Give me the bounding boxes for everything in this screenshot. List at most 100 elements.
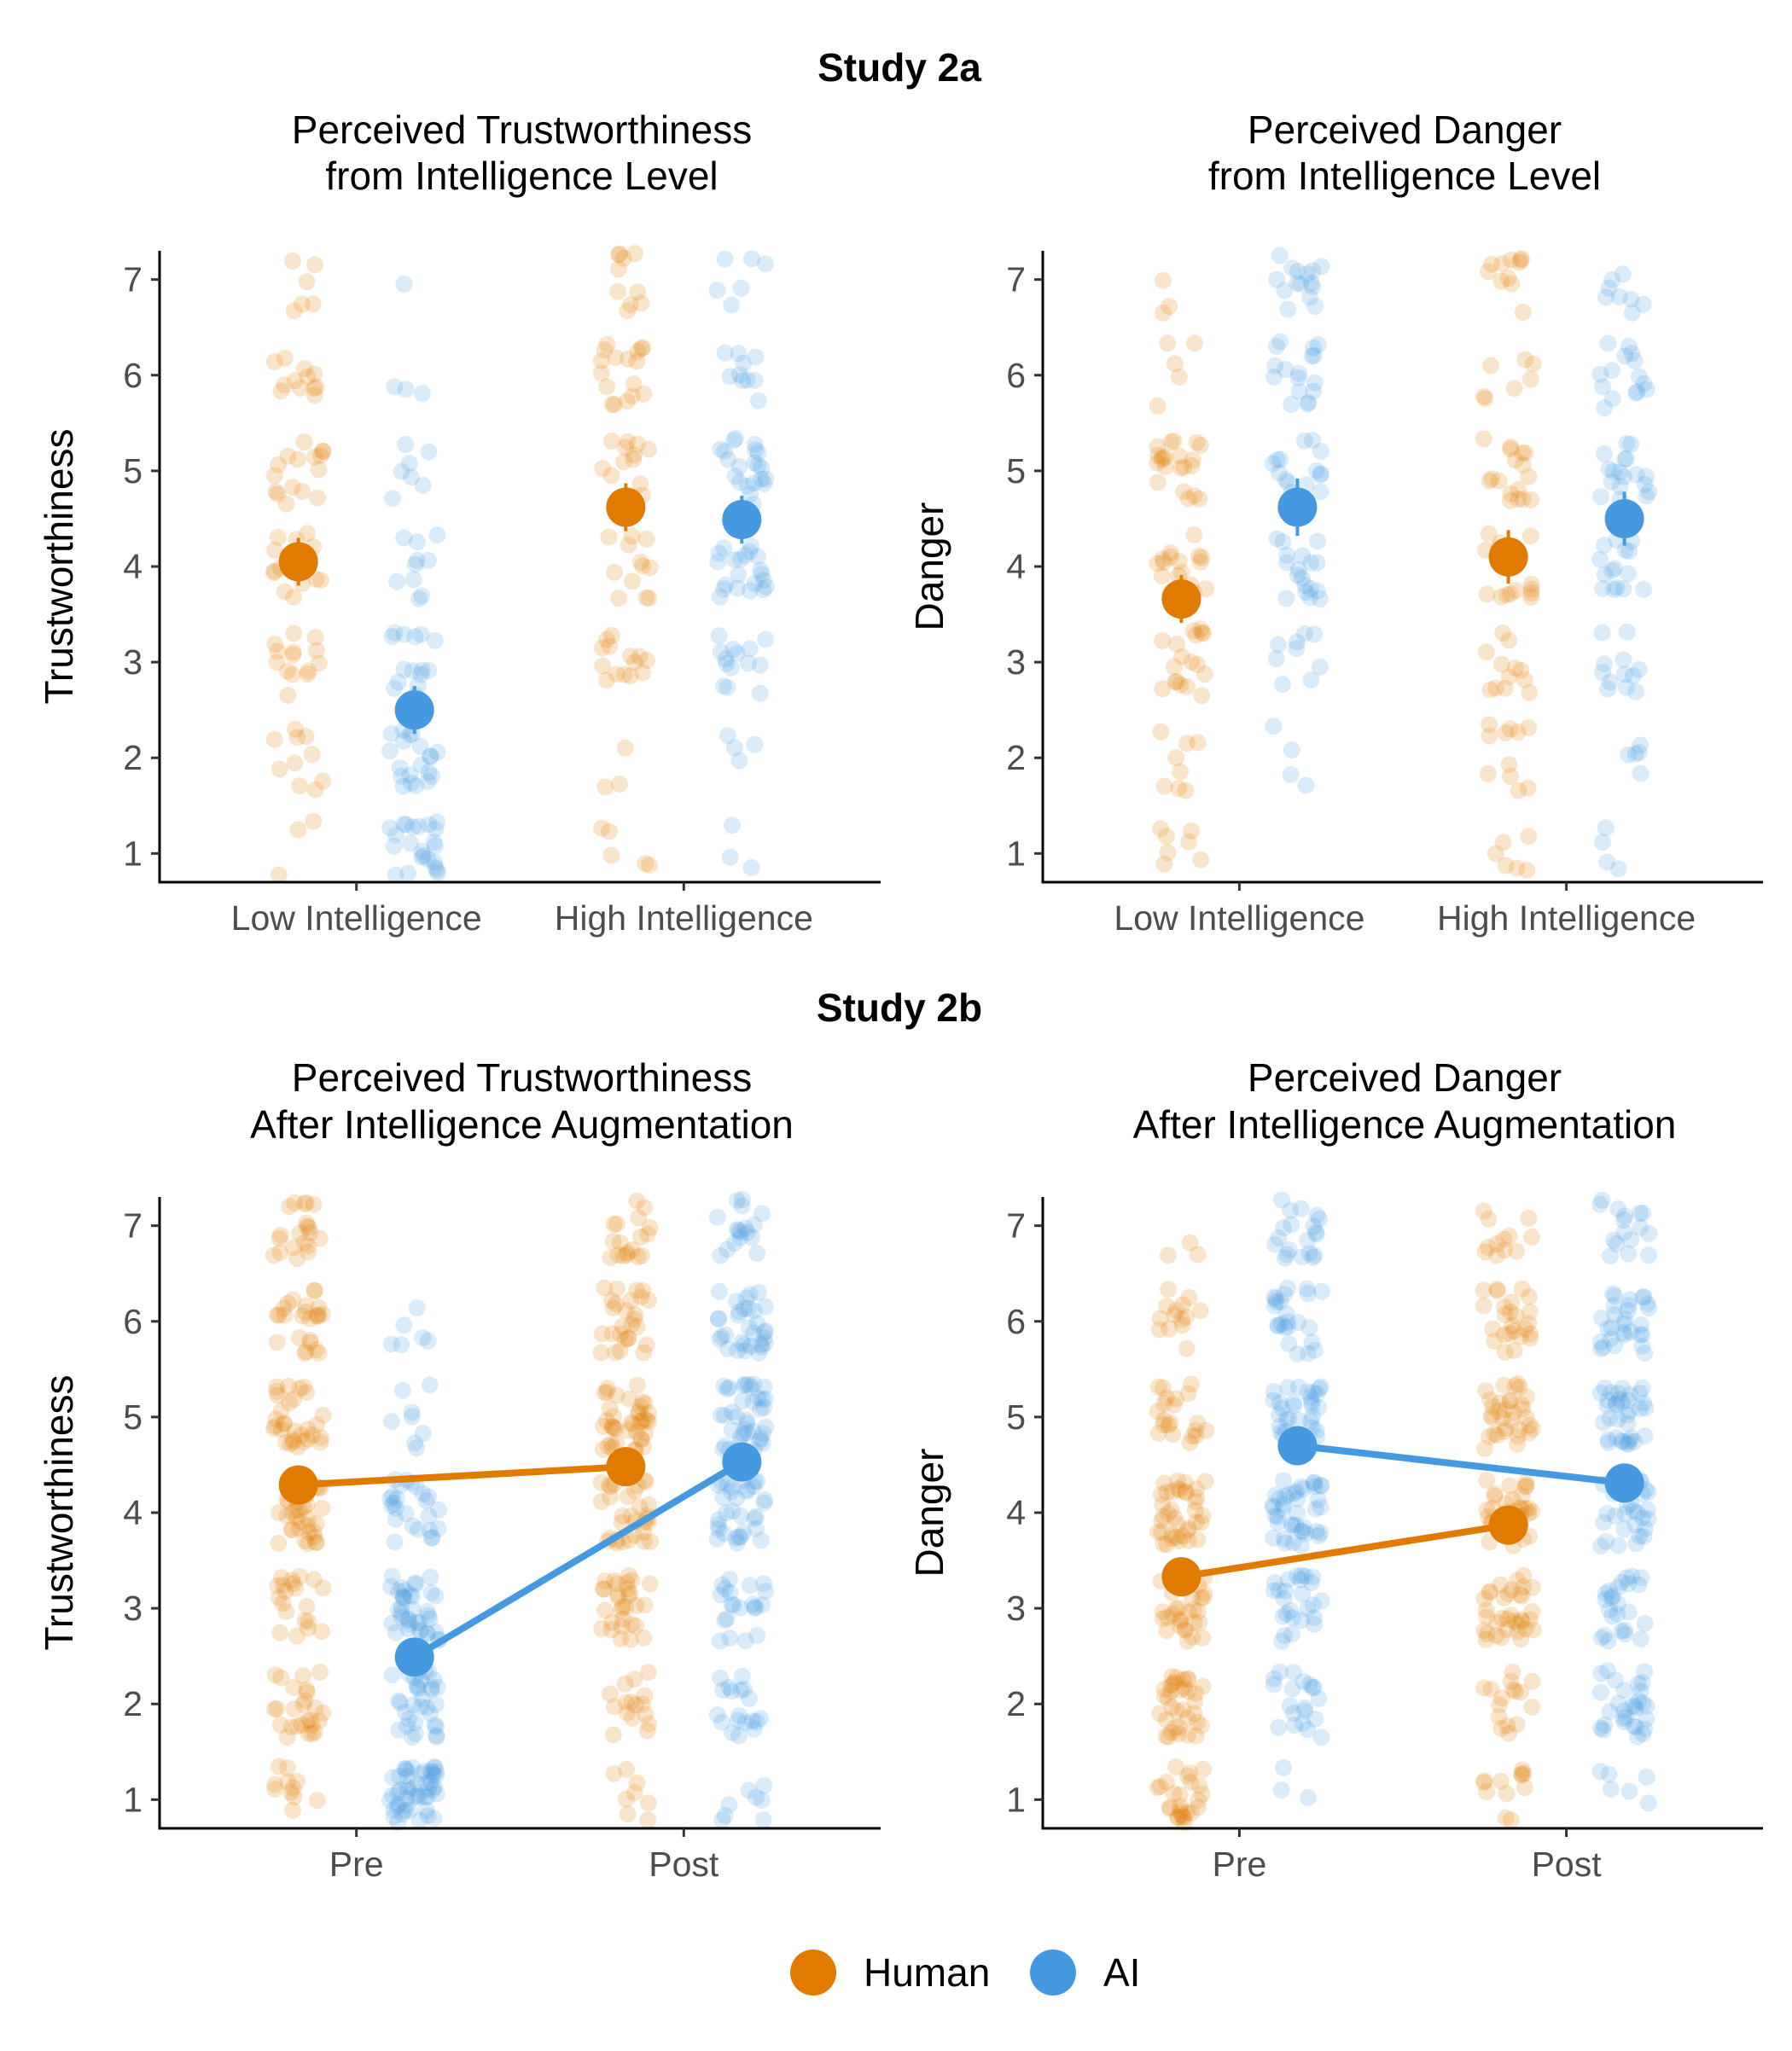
raw-observation-dot — [617, 1302, 635, 1320]
raw-observation-dot — [1298, 1721, 1316, 1739]
raw-observation-dot — [268, 654, 286, 671]
raw-observation-dot — [1155, 1394, 1173, 1412]
raw-observation-dot — [1171, 1481, 1189, 1499]
raw-observation-dot — [1271, 247, 1289, 264]
raw-observation-dot — [724, 816, 742, 834]
raw-observation-dot — [1619, 1415, 1637, 1432]
raw-observation-dot — [276, 1415, 294, 1432]
raw-observation-dot — [1161, 297, 1178, 315]
raw-observation-dot — [593, 819, 611, 837]
raw-observation-dot — [637, 1705, 655, 1723]
raw-observation-dot — [1178, 735, 1196, 752]
raw-observation-dot — [267, 483, 285, 501]
raw-observation-dot — [1283, 259, 1301, 277]
raw-observation-dot — [282, 1571, 300, 1589]
raw-observation-dot — [1602, 1247, 1620, 1265]
raw-observation-dot — [1490, 1402, 1508, 1420]
raw-observation-dot — [1593, 834, 1611, 851]
raw-observation-dot — [423, 767, 441, 785]
raw-observation-dot — [279, 1773, 297, 1791]
raw-observation-dot — [1193, 687, 1211, 705]
raw-observation-dot — [1303, 1573, 1321, 1591]
raw-observation-dot — [310, 1344, 328, 1362]
raw-observation-dot — [1161, 1798, 1179, 1816]
raw-observation-dot — [294, 1378, 312, 1396]
raw-observation-dot — [1594, 1414, 1612, 1432]
raw-observation-dot — [1623, 1697, 1641, 1715]
raw-observation-dot — [303, 746, 321, 764]
raw-observation-dot — [1475, 1297, 1492, 1315]
raw-observation-dot — [276, 1433, 294, 1451]
raw-observation-dot — [725, 1235, 743, 1252]
raw-observation-dot — [428, 1728, 445, 1746]
raw-observation-dot — [746, 1599, 764, 1617]
raw-observation-dot — [717, 1326, 735, 1344]
raw-observation-dot — [1193, 1785, 1211, 1803]
mean-point-ai — [394, 1637, 434, 1677]
raw-observation-dot — [1274, 533, 1292, 551]
raw-observation-dot — [1507, 582, 1525, 600]
raw-observation-dot — [1609, 1595, 1626, 1612]
raw-observation-dot — [1302, 274, 1320, 292]
raw-observation-dot — [1504, 1490, 1521, 1508]
raw-observation-dot — [1149, 1779, 1167, 1797]
raw-observation-dot — [755, 1323, 773, 1341]
raw-observation-dot — [749, 1283, 767, 1301]
raw-observation-dot — [1635, 1394, 1653, 1412]
raw-observation-dot — [635, 1344, 653, 1362]
raw-observation-dot — [1275, 1530, 1293, 1548]
raw-observation-dot — [311, 1429, 329, 1447]
raw-observation-dot — [1504, 1663, 1521, 1681]
raw-observation-dot — [748, 1244, 766, 1262]
raw-observation-dot — [1609, 1200, 1627, 1217]
raw-observation-dot — [1622, 435, 1640, 453]
raw-observation-dot — [288, 1438, 306, 1456]
raw-observation-dot — [397, 1703, 415, 1721]
raw-observation-dot — [635, 1524, 653, 1542]
raw-observation-dot — [1638, 487, 1655, 505]
raw-observation-dot — [282, 1520, 300, 1538]
raw-observation-dot — [607, 1295, 625, 1313]
raw-observation-dot — [622, 1292, 640, 1310]
raw-observation-dot — [728, 1490, 746, 1508]
raw-observation-dot — [1512, 661, 1530, 679]
raw-observation-dot — [1283, 1216, 1300, 1234]
raw-observation-dot — [388, 1490, 406, 1508]
x-tick-label: Post — [1532, 1845, 1603, 1884]
raw-observation-dot — [1597, 1532, 1615, 1550]
raw-observation-dot — [1616, 450, 1634, 468]
raw-observation-dot — [314, 442, 332, 460]
raw-observation-dot — [1299, 1788, 1317, 1806]
raw-observation-dot — [404, 1517, 422, 1535]
raw-observation-dot — [426, 853, 444, 871]
raw-observation-dot — [1591, 1195, 1609, 1213]
raw-observation-dot — [1179, 1519, 1197, 1537]
raw-observation-dot — [1475, 1439, 1493, 1457]
raw-observation-dot — [634, 664, 652, 682]
y-tick-label: 7 — [123, 260, 143, 299]
raw-observation-dot — [1271, 333, 1289, 351]
raw-observation-dot — [755, 474, 773, 492]
raw-observation-dot — [420, 816, 438, 834]
raw-observation-dot — [1492, 1689, 1510, 1707]
raw-observation-dot — [625, 1670, 643, 1688]
raw-observation-dot — [1609, 1537, 1627, 1554]
raw-observation-dot — [427, 1695, 445, 1713]
raw-observation-dot — [1615, 1326, 1633, 1344]
raw-observation-dot — [1280, 1241, 1298, 1259]
raw-observation-dot — [1494, 834, 1512, 851]
raw-observation-dot — [1625, 1717, 1643, 1735]
raw-observation-dot — [422, 747, 439, 765]
raw-observation-dot — [297, 1194, 315, 1211]
raw-observation-dot — [1176, 1620, 1194, 1638]
raw-observation-dot — [1279, 1318, 1297, 1336]
raw-observation-dot — [753, 1205, 771, 1223]
raw-observations — [1149, 247, 1658, 879]
raw-observation-dot — [625, 654, 643, 671]
raw-observation-dot — [1481, 1427, 1498, 1445]
raw-observation-dot — [1620, 1603, 1638, 1621]
raw-observation-dot — [1191, 1302, 1209, 1320]
raw-observation-dot — [736, 1632, 754, 1650]
raw-observation-dot — [417, 1491, 435, 1509]
raw-observation-dot — [1492, 1629, 1510, 1647]
